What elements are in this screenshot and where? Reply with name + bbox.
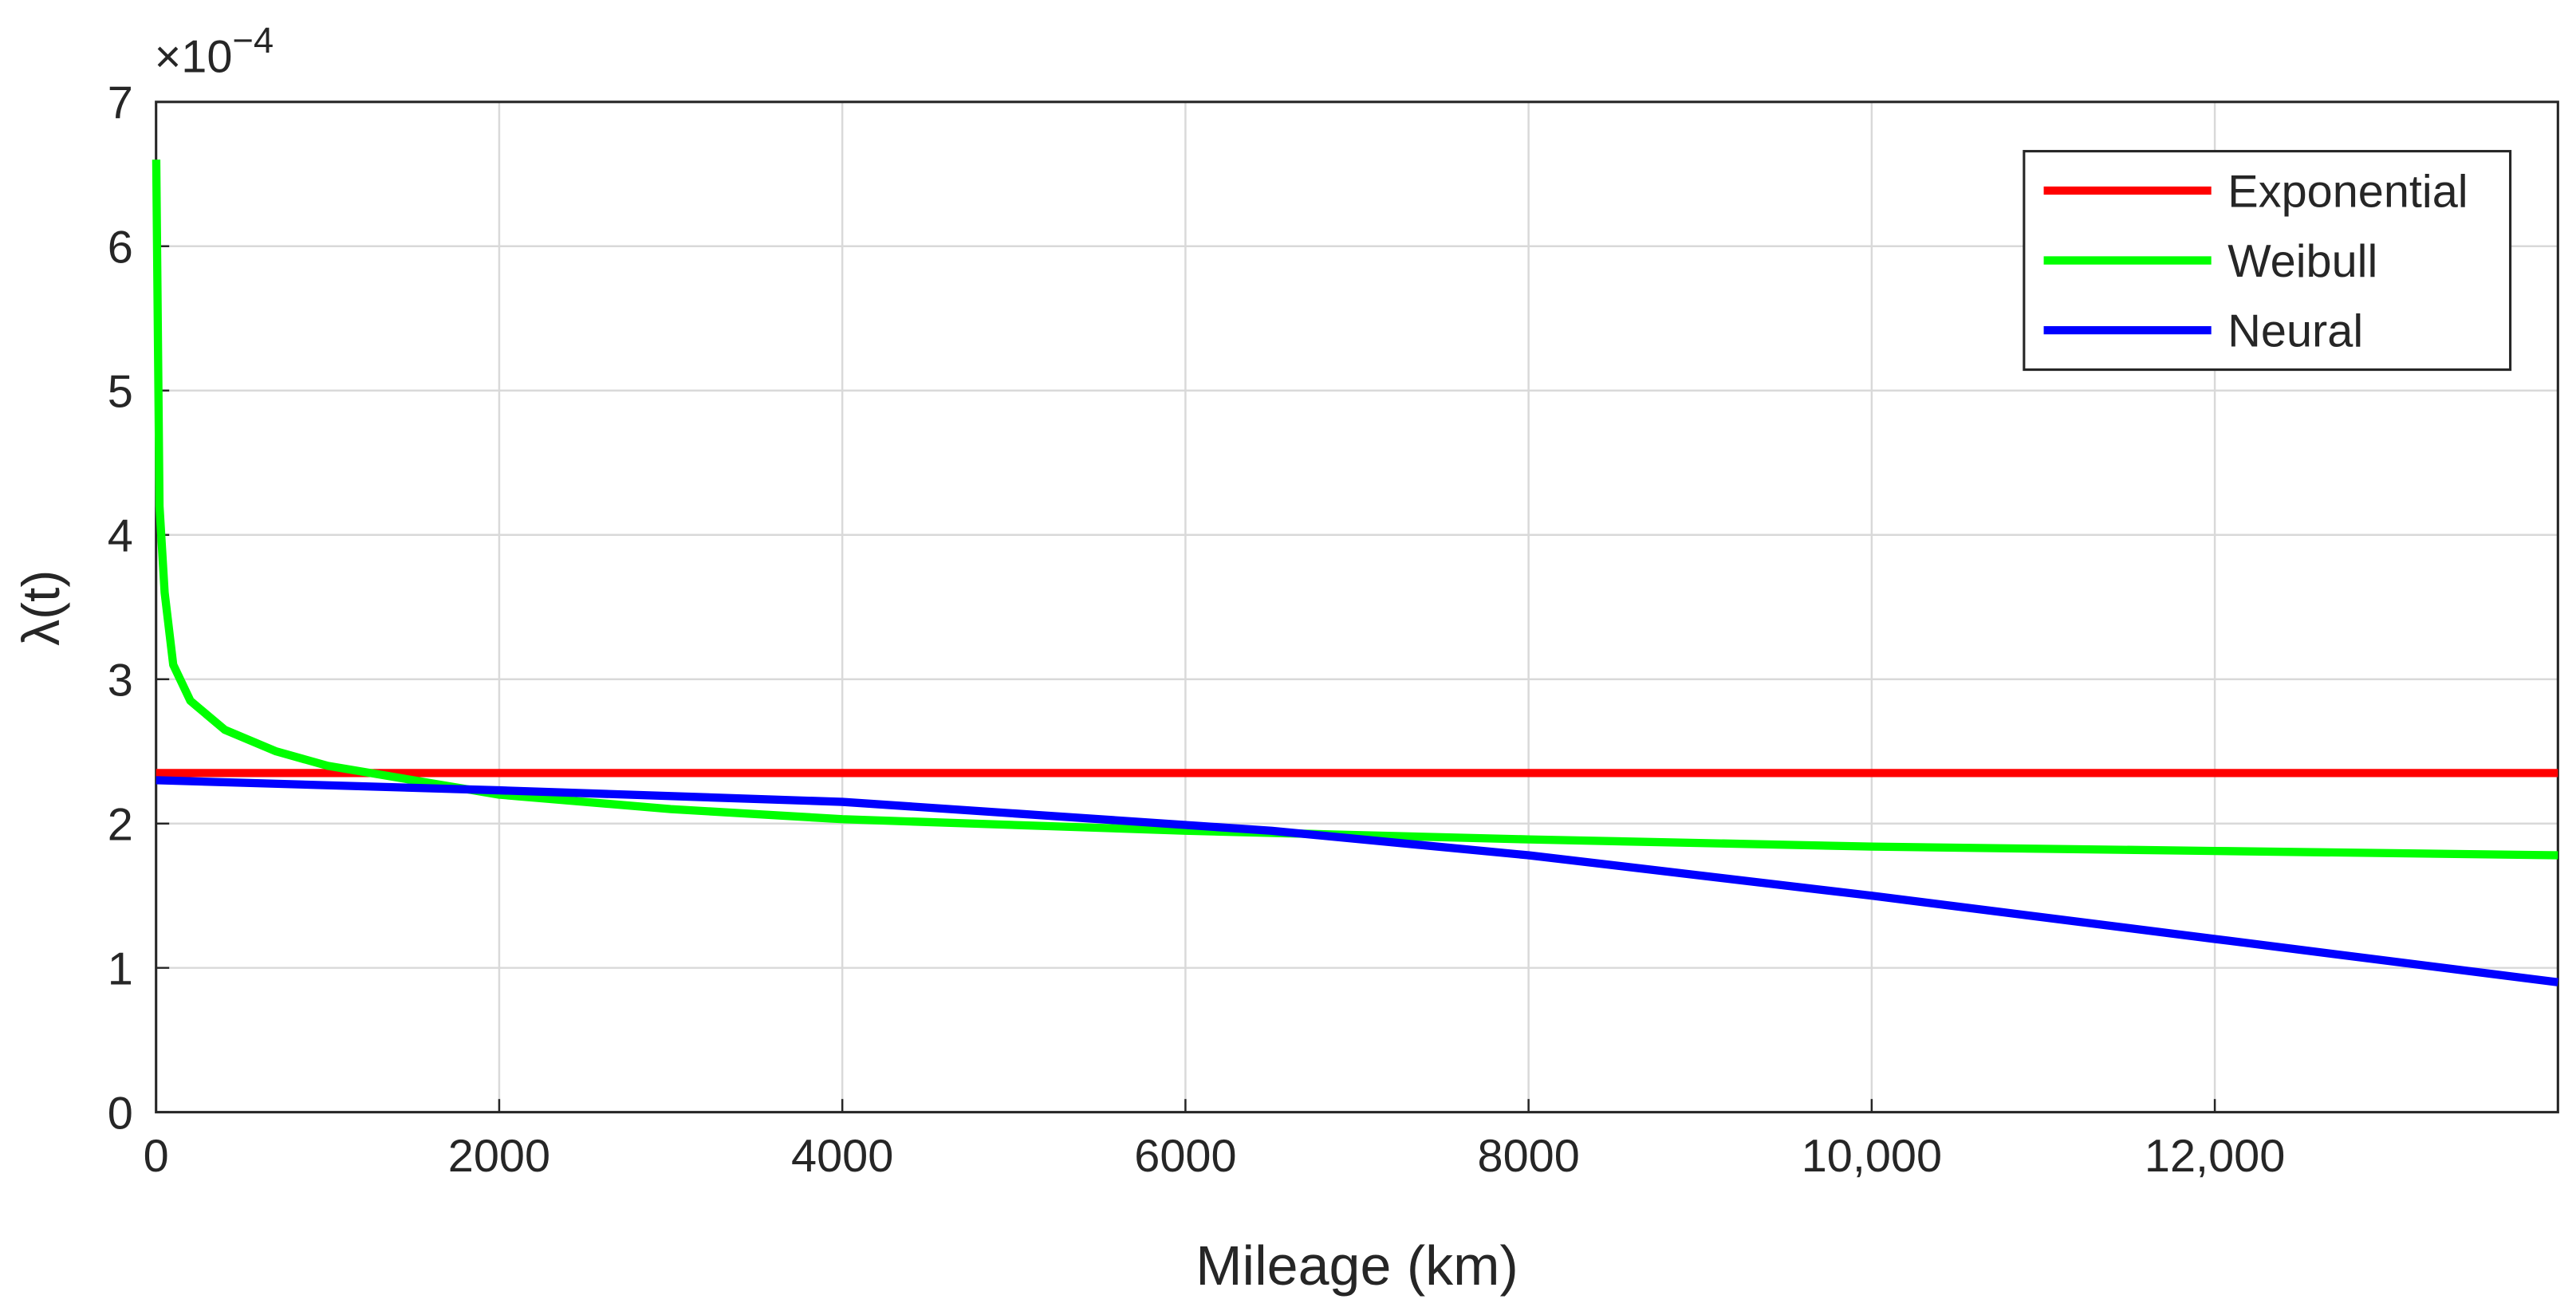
y-tick-label: 1 <box>108 943 133 994</box>
x-tick-label: 2000 <box>448 1131 550 1182</box>
series-line <box>156 776 2558 986</box>
y-tick-label: 0 <box>108 1088 133 1139</box>
axes-box <box>155 100 2559 1114</box>
y-multiplier: ×10−4 <box>155 20 274 83</box>
series-line <box>152 159 2558 860</box>
y-tick-label: 6 <box>108 222 133 273</box>
legend-label: Neural <box>2227 306 2363 357</box>
x-axis-label: Mileage (km) <box>1195 1234 1518 1297</box>
y-tick-label: 7 <box>108 77 133 128</box>
y-axis-label: λ(t) <box>11 570 70 646</box>
legend-label: Weibull <box>2227 236 2377 287</box>
y-tick-label: 5 <box>108 366 133 417</box>
y-tick-label: 3 <box>108 655 133 706</box>
x-tick-label: 10,000 <box>1802 1131 1942 1182</box>
y-tick-label: 2 <box>108 799 133 850</box>
y-multiplier-exponent: −4 <box>232 20 274 61</box>
x-tick-label: 8000 <box>1478 1131 1580 1182</box>
y-tick-label: 4 <box>108 510 133 561</box>
x-tick-label: 4000 <box>791 1131 893 1182</box>
x-tick-label: 12,000 <box>2145 1131 2285 1182</box>
x-tick-label: 6000 <box>1134 1131 1236 1182</box>
y-multiplier-base: ×10 <box>155 32 233 83</box>
x-tick-label: 0 <box>144 1131 169 1182</box>
legend-label: Exponential <box>2227 167 2468 218</box>
